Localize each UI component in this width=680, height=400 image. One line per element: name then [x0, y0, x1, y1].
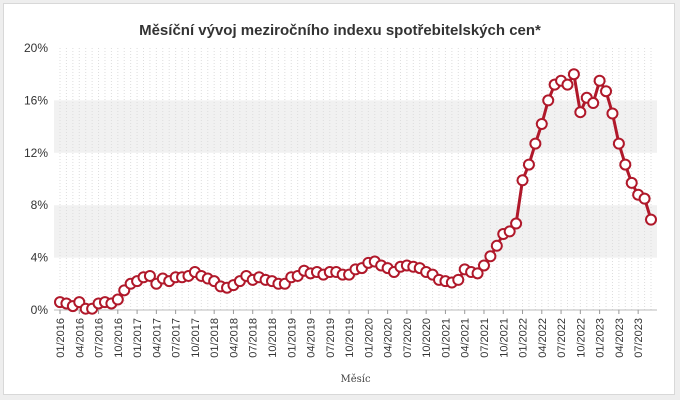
x-tick-label: 04/2017 [151, 318, 163, 358]
x-tick-label: 01/2017 [132, 318, 144, 358]
y-tick-label: 4% [31, 251, 49, 265]
data-point[interactable] [606, 107, 619, 120]
chart-title: Měsíční vývoj meziročního indexu spotřeb… [139, 22, 541, 39]
data-point[interactable] [143, 269, 156, 282]
x-tick-label: 01/2016 [55, 318, 67, 358]
data-point[interactable] [516, 174, 529, 187]
data-point[interactable] [567, 68, 580, 81]
y-tick-label: 12% [24, 146, 48, 160]
x-tick-label: 07/2017 [171, 318, 183, 358]
chart-card: Měsíční vývoj meziročního indexu spotřeb… [3, 3, 675, 395]
x-tick-label: 07/2018 [248, 318, 260, 358]
data-point[interactable] [625, 176, 638, 189]
y-tick-label: 0% [31, 303, 49, 317]
data-point[interactable] [503, 225, 516, 238]
x-tick-label: 01/2021 [440, 318, 452, 358]
data-point[interactable] [600, 85, 613, 98]
x-tick-label: 07/2016 [94, 318, 106, 358]
data-point[interactable] [645, 213, 657, 226]
x-tick-label: 07/2020 [402, 318, 414, 358]
data-point[interactable] [484, 250, 497, 263]
x-tick-label: 07/2023 [633, 318, 645, 358]
series-points [54, 68, 657, 315]
x-tick-label: 04/2022 [537, 318, 549, 358]
data-point[interactable] [619, 158, 632, 171]
data-point[interactable] [522, 158, 535, 171]
data-point[interactable] [574, 106, 587, 119]
data-point[interactable] [490, 239, 503, 252]
x-tick-label: 04/2016 [74, 318, 86, 358]
x-tick-label: 10/2022 [575, 318, 587, 358]
y-axis-ticks: 0% 4% 8% 12% 16% 20% [24, 41, 48, 317]
data-point[interactable] [529, 137, 542, 150]
x-tick-label: 07/2019 [325, 318, 337, 358]
data-point[interactable] [452, 273, 465, 286]
data-point[interactable] [593, 74, 606, 87]
x-tick-label: 10/2020 [421, 318, 433, 358]
x-tick-label: 04/2019 [306, 318, 318, 358]
data-point[interactable] [471, 267, 484, 280]
data-point[interactable] [535, 117, 548, 130]
x-tick-label: 10/2016 [113, 318, 125, 358]
x-tick-label: 07/2021 [479, 318, 491, 358]
data-point[interactable] [612, 137, 625, 150]
x-tick-label: 07/2022 [556, 318, 568, 358]
x-tick-label: 01/2019 [286, 318, 298, 358]
x-tick-label: 01/2018 [209, 318, 221, 358]
y-tick-label: 20% [24, 41, 48, 55]
y-tick-label: 16% [24, 93, 48, 107]
x-tick-label: 01/2023 [595, 318, 607, 358]
x-tick-label: 10/2019 [344, 318, 356, 358]
data-point[interactable] [542, 94, 555, 107]
data-point[interactable] [638, 192, 651, 205]
x-tick-label: 10/2021 [498, 318, 510, 358]
x-tick-label: 01/2020 [363, 318, 375, 358]
x-tick-label: 10/2017 [190, 318, 202, 358]
line-chart: 0% 4% 8% 12% 16% 20% 01/2016 04/2016 07/2016 10/… [24, 41, 657, 385]
data-point[interactable] [587, 97, 600, 110]
x-tick-label: 04/2021 [460, 318, 472, 358]
x-tick-label: 04/2018 [228, 318, 240, 358]
data-point[interactable] [561, 78, 574, 91]
x-tick-label: 10/2018 [267, 318, 279, 358]
x-tick-label: 04/2023 [614, 318, 626, 358]
x-axis-label: Měsíc [340, 374, 370, 385]
x-axis-ticks: 01/2016 04/2016 07/2016 10/2016 01/2017 04/20… [55, 310, 645, 358]
data-point[interactable] [510, 217, 523, 230]
data-point[interactable] [477, 259, 490, 272]
x-tick-label: 01/2022 [518, 318, 530, 358]
data-point[interactable] [111, 293, 124, 306]
y-tick-label: 8% [31, 198, 49, 212]
x-tick-label: 04/2020 [383, 318, 395, 358]
